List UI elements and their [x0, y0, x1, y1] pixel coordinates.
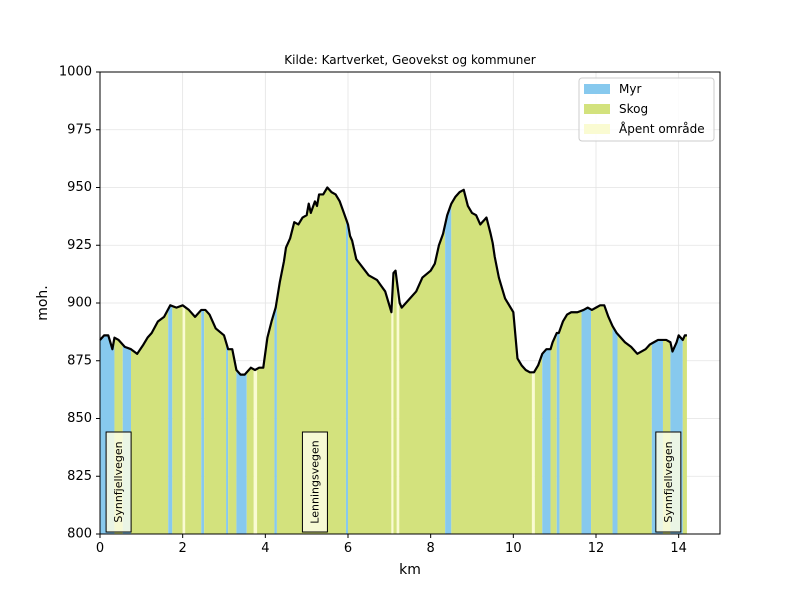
- y-tick-label: 900: [67, 296, 92, 311]
- x-tick-label: 12: [588, 541, 605, 556]
- y-tick-label: 1000: [59, 65, 92, 80]
- landcover-skog: [534, 353, 543, 534]
- landcover-skog: [393, 270, 397, 534]
- road-label-layer: Synnfjellvegen Lenningsvegen Synnfjellvege…: [105, 431, 682, 533]
- landcover--pent-omr-de: [396, 280, 400, 534]
- x-tick-label: 14: [670, 541, 687, 556]
- landcover-skog: [276, 187, 346, 534]
- road-label-box: [655, 431, 682, 533]
- landcover-skog: [257, 311, 275, 534]
- landcover-myr: [581, 307, 592, 534]
- y-tick-label: 875: [67, 353, 92, 368]
- landcover-myr: [345, 218, 348, 534]
- x-tick-label: 10: [505, 541, 522, 556]
- landcover--pent-omr-de: [182, 305, 186, 534]
- landcover-skog: [559, 310, 582, 534]
- landcover-skog: [550, 333, 557, 534]
- y-tick-label: 825: [67, 469, 92, 484]
- landcover-skog: [228, 349, 237, 534]
- landcover-myr: [226, 342, 229, 534]
- landcover-skog: [204, 309, 227, 534]
- y-tick-label: 950: [67, 180, 92, 195]
- y-tick-label: 975: [67, 122, 92, 137]
- landcover-skog: [451, 189, 532, 534]
- y-axis-label: moh.: [35, 285, 51, 321]
- landcover-skog: [399, 224, 446, 534]
- legend: Myr Skog Åpent område: [578, 77, 715, 142]
- x-tick-label: 6: [344, 541, 352, 556]
- landcover-myr: [612, 326, 618, 534]
- legend-label: Myr: [619, 82, 641, 96]
- x-tick-label: 8: [427, 541, 435, 556]
- elevation-line: [99, 186, 687, 376]
- landcover-skog: [185, 307, 202, 534]
- legend-swatch: [584, 104, 610, 114]
- landcover-myr: [556, 330, 560, 534]
- y-tick-label: 925: [67, 238, 92, 253]
- legend-label: Åpent område: [619, 121, 705, 136]
- landcover-myr: [201, 309, 205, 534]
- landcover-skog: [172, 305, 183, 534]
- landcover--pent-omr-de: [253, 368, 258, 534]
- y-tick-label: 850: [67, 411, 92, 426]
- x-tick-label: 2: [179, 541, 187, 556]
- landcover-skog: [348, 224, 392, 534]
- landcover-skog: [682, 335, 687, 534]
- road-label: Synnfjellvegen: [112, 441, 125, 522]
- landcover-skog: [131, 309, 169, 534]
- profile-layer: [99, 186, 687, 376]
- legend-label: Skog: [619, 102, 648, 116]
- landcover-myr: [274, 300, 277, 534]
- legend-swatch: [584, 124, 610, 134]
- landcover--pent-omr-de: [391, 272, 394, 534]
- landcover-myr: [542, 349, 551, 534]
- x-tick-label: 0: [96, 541, 104, 556]
- road-label-box: [105, 431, 132, 533]
- legend-box: [578, 77, 715, 142]
- landcover-myr: [236, 369, 247, 534]
- landcover--pent-omr-de: [531, 370, 535, 534]
- x-tick-label: 4: [261, 541, 269, 556]
- tick-layer: 0 2 4 6 8 10 12 14 800 825 850 875 900 925 950 975 1000: [59, 65, 687, 557]
- legend-swatch: [584, 84, 610, 94]
- road-label: Lenningsvegen: [308, 440, 321, 523]
- landcover-myr: [445, 203, 452, 535]
- chart-title: Kilde: Kartverket, Geovekst og kommuner: [284, 53, 536, 67]
- x-axis-label: km: [399, 562, 421, 578]
- landcover-skog: [246, 367, 254, 534]
- landcover-myr: [168, 305, 173, 534]
- y-tick-label: 800: [67, 527, 92, 542]
- road-label: Synnfjellvegen: [662, 441, 675, 522]
- landcover-skog: [591, 305, 613, 534]
- road-label-box: [301, 431, 328, 533]
- landcover-skog: [617, 333, 652, 534]
